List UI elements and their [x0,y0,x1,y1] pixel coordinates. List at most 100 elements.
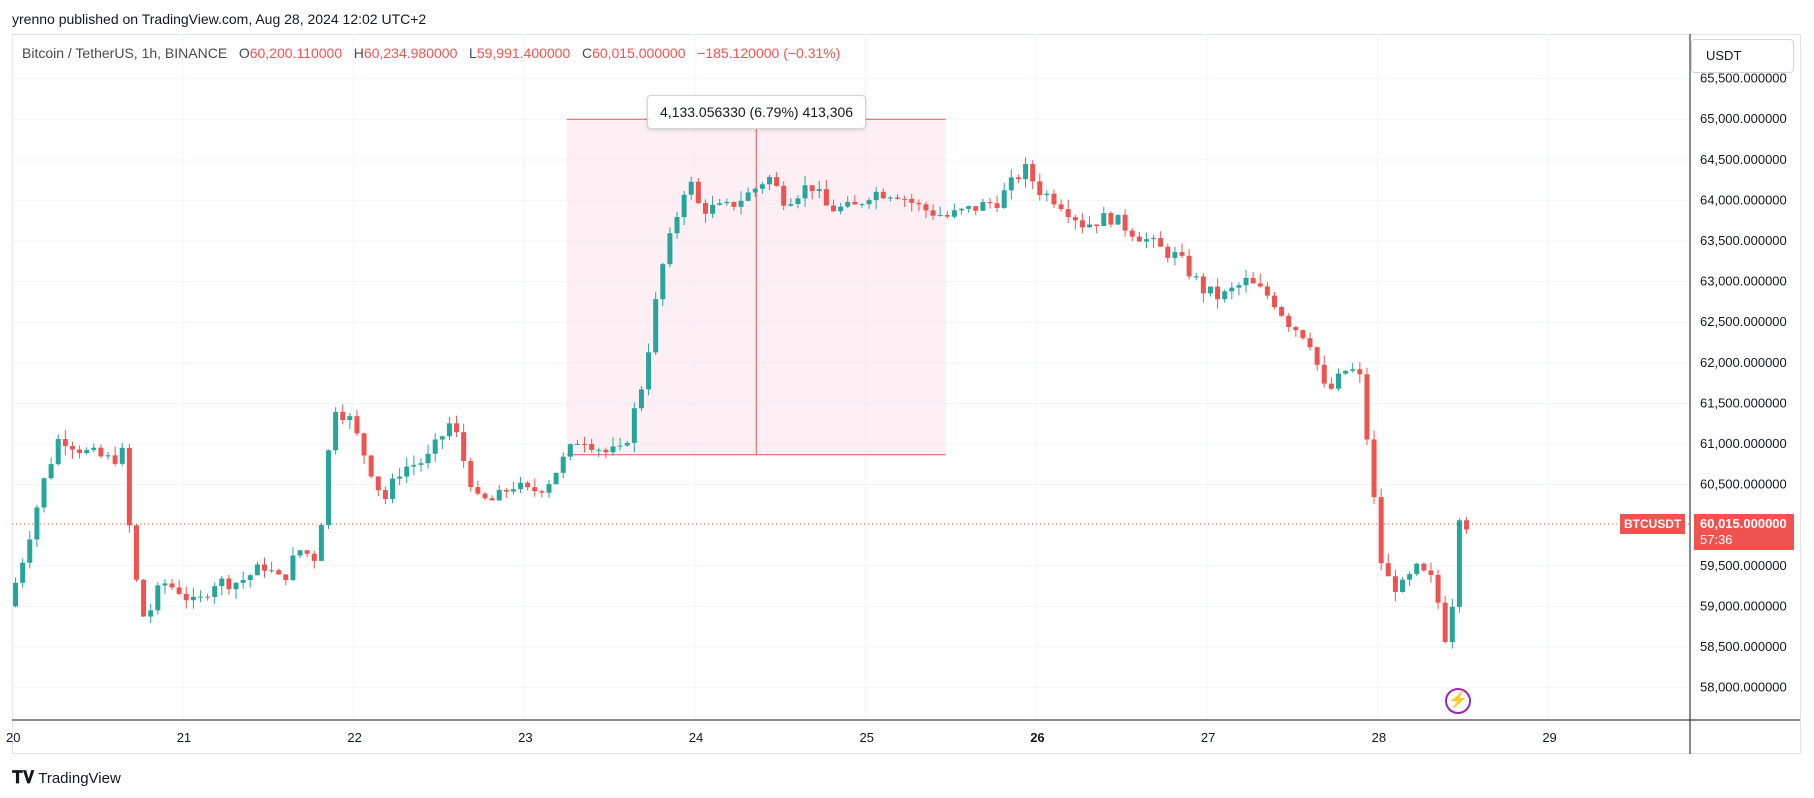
candle-down [1058,204,1064,210]
candle-down [141,579,147,617]
candle-down [1079,220,1085,228]
candle-up [1350,369,1356,371]
price-range-measure [566,118,946,456]
candle-up [560,456,566,473]
candle-up [1456,520,1462,607]
candle-down [823,189,829,206]
candle-up [1044,193,1050,196]
candle-down [930,210,936,216]
y-tick-label: 63,500.000000 [1700,233,1787,248]
currency-button[interactable]: USDT [1691,39,1794,73]
x-tick-label: 26 [1030,730,1044,745]
candle-down [1037,181,1043,196]
candle-down [1314,347,1320,365]
x-tick-label: 25 [860,730,874,745]
candle-down [1279,307,1285,316]
candle-down [1094,224,1100,227]
candle-down [454,423,460,433]
candle-down [283,574,289,580]
candle-down [1286,315,1292,328]
candle-up [27,539,33,563]
candle-up [1407,574,1413,580]
candle-down [902,198,908,200]
candle-down [1435,574,1441,603]
last-price-badge: 60,015.000000 57:36 [1694,514,1794,550]
close-value: 60,015.000000 [592,45,686,61]
x-tick-label: 22 [347,730,361,745]
candle-down [1421,563,1427,571]
candle-up [959,208,965,211]
candle-down [1030,164,1036,182]
candle-up [439,436,445,440]
candle-down [1136,236,1142,242]
candle-down [1271,295,1277,308]
candle-up [745,192,751,201]
candle-up [518,482,524,490]
candle-up [724,201,730,204]
candle-down [361,433,367,456]
candle-down [183,593,189,601]
candle-down [1364,374,1370,440]
candle-down [539,491,545,493]
candle-up [20,562,26,583]
candle-up [404,466,410,477]
candle-down [1072,217,1078,221]
candle-up [638,389,644,409]
tradingview-logo[interactable]: 𝐓𝐕 TradingView [12,768,121,788]
candle-up [1143,239,1149,242]
candle-down [916,202,922,205]
candle-up [553,472,559,485]
candle-up [425,453,431,464]
y-tick-label: 60,500.000000 [1700,477,1787,492]
candle-down [944,214,950,217]
candle-down [589,444,595,450]
candle-up [980,202,986,211]
candle-down [1321,364,1327,384]
candle-down [354,416,360,434]
candle-down [69,446,75,450]
candle-down [1179,252,1185,256]
candle-down [1307,338,1313,348]
candle-up [688,181,694,195]
candle-up [1101,213,1107,227]
candle-up [318,525,324,561]
candle-down [1442,602,1448,643]
candle-down [489,498,495,501]
candle-up [347,416,353,421]
low-label: L [469,45,477,61]
candle-down [169,583,175,588]
candle-up [738,200,744,207]
candle-up [411,464,417,467]
y-tick-label: 59,000.000000 [1700,598,1787,613]
x-tick-label: 23 [518,730,532,745]
lightning-icon[interactable]: ⚡ [1445,688,1471,714]
candle-up [197,596,203,598]
candle-up [1236,285,1242,288]
candle-down [1200,276,1206,294]
candle-down [1250,277,1256,284]
candle-down [1065,209,1071,218]
candle-down [1051,193,1057,205]
candle-up [802,185,808,199]
candle-up [1087,224,1093,228]
candle-down [603,449,609,453]
candle-up [190,596,196,601]
candle-up [610,446,616,453]
x-tick-label: 20 [6,730,20,745]
candle-up [816,189,822,192]
candle-up [845,201,851,207]
candle-down [702,203,708,214]
candle-up [34,507,40,540]
candle-up [646,352,652,390]
candle-up [1151,238,1157,240]
candle-down [1108,213,1114,225]
candle-up [759,184,765,189]
candle-up [767,177,772,185]
candle-down [973,206,979,211]
symbol-badge: BTCUSDT [1620,514,1686,534]
candle-up [788,204,794,206]
publish-info: yrenno published on TradingView.com, Aug… [12,11,427,27]
candle-up [1400,579,1405,592]
candle-up [297,550,303,556]
